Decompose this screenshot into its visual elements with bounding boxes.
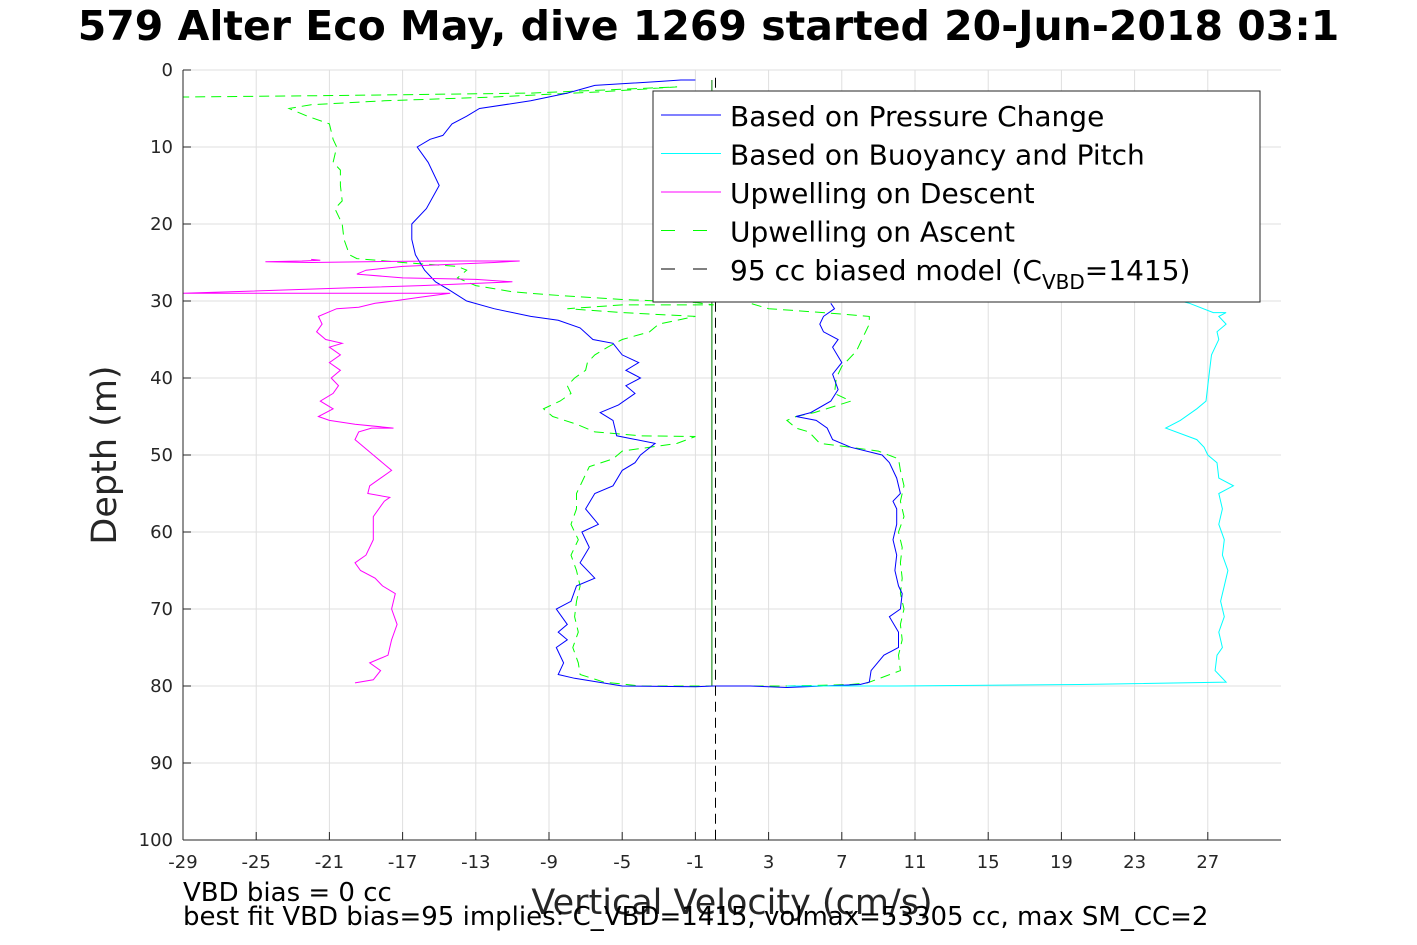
y-tick-label: 100 bbox=[139, 830, 173, 851]
x-tick-label: -5 bbox=[613, 852, 631, 873]
plot-frame bbox=[182, 70, 1281, 841]
x-tick-label: 7 bbox=[836, 852, 847, 873]
legend-label-3: Upwelling on Ascent bbox=[730, 216, 1015, 249]
x-tick-label: 11 bbox=[904, 852, 927, 873]
y-tick-label: 30 bbox=[150, 291, 173, 312]
series-line-1 bbox=[786, 300, 1235, 687]
y-tick-label: 40 bbox=[150, 368, 173, 389]
y-tick-label: 70 bbox=[150, 599, 173, 620]
series-line-2 bbox=[183, 258, 520, 684]
legend-label-0: Based on Pressure Change bbox=[730, 100, 1104, 133]
y-tick-label: 90 bbox=[150, 753, 173, 774]
series-line-3 bbox=[183, 86, 905, 687]
best-fit-note: best fit VBD bias=95 implies: C_VBD=1415… bbox=[183, 902, 1209, 932]
legend: Based on Pressure Change Based on Buoyanc… bbox=[652, 90, 1261, 303]
x-tick-label: -21 bbox=[315, 852, 344, 873]
x-tick-label: -17 bbox=[388, 852, 417, 873]
x-tick-label: 3 bbox=[763, 852, 774, 873]
y-tick-label: 60 bbox=[150, 522, 173, 543]
x-tick-label: -9 bbox=[540, 852, 558, 873]
x-tick-label: -29 bbox=[168, 852, 197, 873]
x-tick-label: 15 bbox=[977, 852, 1000, 873]
x-tick-label: 27 bbox=[1196, 852, 1219, 873]
x-tick-label: 19 bbox=[1050, 852, 1073, 873]
x-tick-label: -13 bbox=[461, 852, 490, 873]
legend-box bbox=[652, 90, 1261, 303]
chart-title: 579 Alter Eco May, dive 1269 started 20-… bbox=[77, 2, 1340, 50]
y-tick-label: 10 bbox=[150, 137, 173, 158]
series-line-0 bbox=[411, 79, 903, 689]
x-tick-label: 23 bbox=[1123, 852, 1146, 873]
y-tick-label: 50 bbox=[150, 445, 173, 466]
y-tick-label: 80 bbox=[150, 676, 173, 697]
x-tick-label: -1 bbox=[686, 852, 704, 873]
legend-label-1: Based on Buoyancy and Pitch bbox=[730, 139, 1145, 172]
y-tick-label: 20 bbox=[150, 214, 173, 235]
x-tick-label: -25 bbox=[241, 852, 270, 873]
y-axis-label: Depth (m) bbox=[85, 365, 125, 544]
x-axis-label: Vertical Velocity (cm/s) bbox=[531, 883, 932, 923]
y-tick-label: 0 bbox=[162, 60, 173, 81]
axis-ticks: -29 -25 -21 -17 -13 -9 -5 -1 3 7 11 15 19 23 270102030… bbox=[139, 60, 1220, 873]
legend-label-2: Upwelling on Descent bbox=[730, 177, 1035, 210]
vbd-bias-note: VBD bias = 0 cc bbox=[183, 878, 392, 908]
